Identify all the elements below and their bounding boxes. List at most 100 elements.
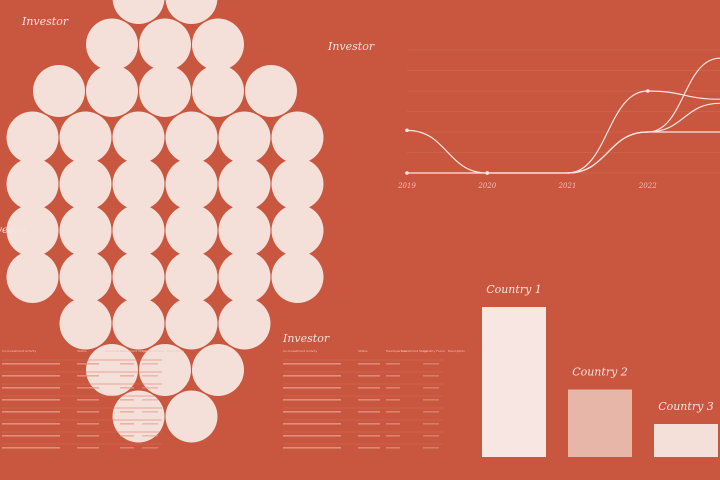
table-cell-text bbox=[283, 447, 341, 449]
line-point bbox=[405, 128, 409, 133]
x-tick-label: 2021 bbox=[558, 182, 577, 190]
x-tick-label: 2019 bbox=[397, 182, 416, 190]
table-cell-text bbox=[2, 411, 60, 413]
investor-bubble bbox=[112, 158, 165, 210]
table-cell-text bbox=[77, 399, 99, 401]
investor-bubble bbox=[218, 251, 271, 303]
investor-bubble bbox=[165, 251, 218, 303]
table-cell-text bbox=[283, 387, 341, 389]
table-cell-text bbox=[283, 363, 341, 365]
investor-bubble bbox=[139, 18, 191, 71]
table-cell-text bbox=[358, 411, 380, 413]
table-cell-text bbox=[77, 423, 99, 425]
investor-bubble bbox=[59, 297, 112, 350]
table-header: Status bbox=[358, 349, 368, 353]
table-cell-text bbox=[2, 363, 60, 365]
table-header: Investment Stage bbox=[401, 349, 428, 353]
table-title: Investor bbox=[282, 332, 330, 345]
investor-bubble bbox=[6, 111, 59, 164]
table-cell-text bbox=[77, 435, 99, 437]
table-header: Status bbox=[77, 349, 87, 353]
line-point bbox=[405, 171, 409, 175]
table-cell-text bbox=[423, 447, 439, 449]
table-cell-text bbox=[142, 387, 158, 389]
x-tick-label: 2022 bbox=[638, 182, 657, 190]
investor-bubble bbox=[165, 0, 218, 24]
table-header: Co-Investment Activity bbox=[2, 349, 36, 353]
table-cell-text bbox=[386, 399, 400, 401]
table-cell-text bbox=[386, 363, 400, 365]
table-cell-text bbox=[283, 423, 341, 425]
investor-bubble bbox=[6, 251, 59, 303]
line-series bbox=[407, 57, 720, 174]
investor-bubble bbox=[6, 204, 59, 257]
table-cell-text bbox=[423, 387, 439, 389]
table-header: Headquarters bbox=[386, 349, 407, 353]
table-header: Investment Stage bbox=[120, 349, 147, 353]
investor-bubble bbox=[192, 18, 244, 71]
table-cell-text bbox=[120, 375, 134, 377]
table-cell-text bbox=[423, 363, 439, 365]
table-cell-text bbox=[358, 423, 380, 425]
investor-bubble bbox=[112, 251, 165, 303]
table-header: Headquarters bbox=[105, 349, 126, 353]
investor-bubble bbox=[59, 158, 112, 210]
investor-bubble bbox=[192, 65, 244, 117]
table-cell-text bbox=[120, 411, 134, 413]
investor-bubble bbox=[271, 251, 324, 303]
table-cell-text bbox=[120, 423, 134, 425]
table-header: Description bbox=[167, 349, 184, 353]
investor-bubble bbox=[139, 65, 191, 117]
investor-label: Investor bbox=[0, 225, 29, 236]
investor-bubble bbox=[139, 344, 191, 396]
table-cell-text bbox=[358, 387, 380, 389]
table-cell-text bbox=[423, 423, 439, 425]
investor-bubble bbox=[112, 390, 165, 443]
line-chart-grid bbox=[407, 49, 720, 174]
investor-label: Investor bbox=[327, 40, 375, 53]
investor-bubble bbox=[86, 344, 138, 396]
investor-bubble bbox=[192, 344, 244, 396]
table-cell-text bbox=[2, 375, 60, 377]
table-header: Description bbox=[448, 349, 465, 353]
table-cell-text bbox=[77, 411, 99, 413]
table-cell-text bbox=[120, 387, 134, 389]
table-cell-text bbox=[77, 363, 99, 365]
investor-bubble bbox=[218, 111, 271, 164]
investor-bubble bbox=[165, 204, 218, 257]
investor-bubble bbox=[112, 0, 165, 24]
investor-bubble bbox=[165, 158, 218, 210]
table-cell-text bbox=[77, 375, 99, 377]
investor-bubble bbox=[271, 204, 324, 257]
investor-bubble bbox=[218, 297, 271, 350]
table-cell-text bbox=[2, 387, 60, 389]
bar bbox=[568, 389, 632, 457]
table-body: Co-Investment Activity Status Headquarters… bbox=[2, 349, 465, 449]
table-cell-text bbox=[386, 447, 400, 449]
investor-label: Investor bbox=[21, 15, 69, 28]
investor-bubble-cluster bbox=[6, 0, 324, 443]
investor-bubble bbox=[165, 111, 218, 164]
investor-bubble bbox=[165, 390, 218, 443]
line-chart-series bbox=[405, 57, 720, 175]
line-point bbox=[485, 171, 490, 175]
line-series bbox=[567, 102, 720, 174]
table-cell-text bbox=[120, 363, 134, 365]
bar-category-label: Country 2 bbox=[572, 366, 628, 379]
table-cell-text bbox=[77, 447, 99, 449]
investor-bubble bbox=[86, 65, 138, 117]
table-header: Co-Investment Activity bbox=[283, 349, 317, 353]
table-cell-text bbox=[386, 435, 400, 437]
table-cell-text bbox=[2, 447, 60, 449]
table-cell-text bbox=[142, 411, 158, 413]
line-chart-x-ticks: 2019 2020 2021 2022 bbox=[397, 182, 657, 190]
table-header: Industry Focus bbox=[423, 349, 445, 353]
table-cell-text bbox=[142, 399, 158, 401]
table-cell-text bbox=[142, 423, 158, 425]
table-cell-text bbox=[386, 375, 400, 377]
investor-bubble bbox=[33, 65, 85, 117]
investor-bubble bbox=[271, 158, 324, 210]
investor-bubble bbox=[112, 111, 165, 164]
investor-bubble bbox=[218, 158, 271, 210]
table-cell-text bbox=[120, 435, 134, 437]
